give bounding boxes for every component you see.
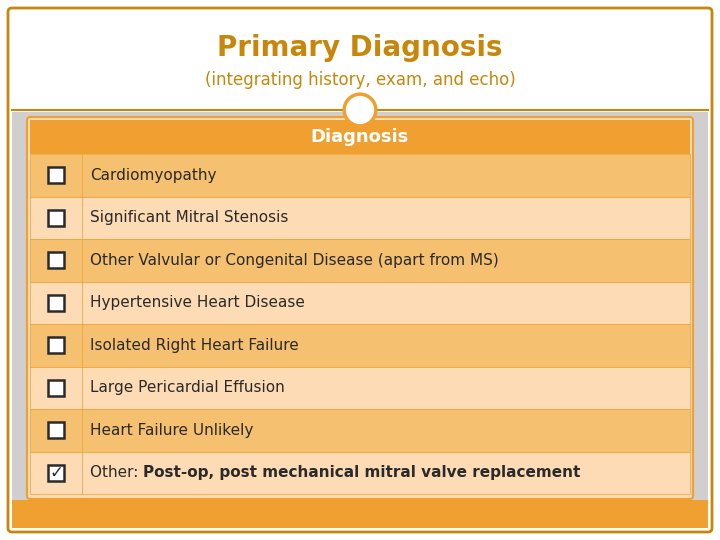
Text: ✓: ✓ — [49, 464, 63, 482]
Text: Primary Diagnosis: Primary Diagnosis — [217, 34, 503, 62]
Text: Other Valvular or Congenital Disease (apart from MS): Other Valvular or Congenital Disease (ap… — [90, 253, 499, 268]
Bar — [30, 324, 690, 367]
Bar — [30, 154, 690, 197]
Bar — [48, 338, 64, 353]
FancyBboxPatch shape — [27, 117, 693, 499]
Text: Heart Failure Unlikely: Heart Failure Unlikely — [90, 423, 253, 438]
Bar — [30, 451, 690, 494]
Bar — [30, 120, 690, 154]
Text: Isolated Right Heart Failure: Isolated Right Heart Failure — [90, 338, 299, 353]
Bar — [48, 380, 64, 396]
Bar — [48, 295, 64, 310]
Text: Other:: Other: — [90, 465, 143, 480]
Text: Cardiomyopathy: Cardiomyopathy — [90, 168, 217, 183]
Bar — [48, 167, 64, 183]
Text: Large Pericardial Effusion: Large Pericardial Effusion — [90, 380, 284, 395]
Text: Hypertensive Heart Disease: Hypertensive Heart Disease — [90, 295, 305, 310]
Bar — [30, 197, 690, 239]
Bar — [30, 239, 690, 281]
Text: (integrating history, exam, and echo): (integrating history, exam, and echo) — [204, 71, 516, 89]
Bar — [12, 112, 708, 528]
Bar — [48, 210, 64, 226]
Text: Diagnosis: Diagnosis — [311, 128, 409, 146]
Text: Significant Mitral Stenosis: Significant Mitral Stenosis — [90, 210, 289, 225]
Bar — [48, 252, 64, 268]
Bar — [30, 409, 690, 451]
Bar — [30, 367, 690, 409]
FancyBboxPatch shape — [8, 8, 712, 532]
Text: Post-op, post mechanical mitral valve replacement: Post-op, post mechanical mitral valve re… — [143, 465, 580, 480]
Circle shape — [344, 94, 376, 126]
Bar — [48, 422, 64, 438]
Bar — [30, 281, 690, 324]
Bar — [48, 465, 64, 481]
Bar — [12, 500, 708, 528]
